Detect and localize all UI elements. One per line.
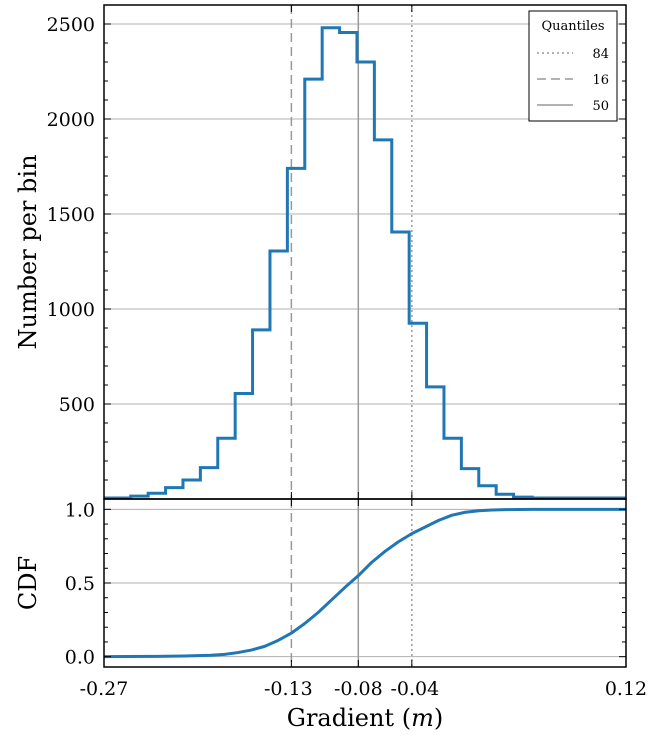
legend-title: Quantiles	[541, 19, 604, 34]
histogram-ytick-label: 2500	[47, 14, 95, 36]
legend-box	[528, 10, 618, 122]
cdf-ytick-label: 0.5	[65, 573, 95, 595]
x-tick-label: -0.27	[80, 678, 129, 700]
legend-label: 16	[592, 73, 609, 88]
legend: Quantiles 84 16 50	[528, 10, 618, 122]
histogram-quantile-lines	[290, 5, 413, 499]
cdf-panel: 0.0 0.5 1.0 -0.27 -0.13 -0.08 -0.04 0.12 CDF G…	[14, 498, 648, 732]
legend-label: 84	[592, 47, 609, 62]
cdf-grid	[104, 508, 626, 658]
cdf-y-axis-label: CDF	[14, 556, 42, 610]
x-axis-label: Gradient (m)	[287, 704, 443, 732]
x-tick-label: -0.13	[264, 678, 313, 700]
cdf-series-line	[103, 507, 626, 659]
cdf-quantile-lines	[290, 499, 413, 667]
histogram-y-tick-labels: 500 1000 1500 2000 2500	[47, 14, 95, 416]
cdf-ytick-label: 1.0	[65, 499, 95, 521]
histogram-ytick-label: 2000	[47, 109, 95, 131]
histogram-panel: 500 1000 1500 2000 2500 Number per bin Quant…	[14, 4, 627, 500]
legend-label: 50	[592, 99, 609, 114]
histogram-ytick-label: 500	[59, 394, 95, 416]
x-tick-label: 0.12	[605, 678, 647, 700]
legend-entries: 84 16 50	[537, 47, 609, 114]
histogram-ytick-label: 1000	[47, 299, 95, 321]
x-axis-label-variable: m	[411, 704, 434, 732]
histogram-series-line	[104, 26, 626, 500]
cdf-ytick-label: 0.0	[65, 647, 95, 669]
x-tick-label: -0.04	[390, 678, 439, 700]
cdf-frame	[103, 498, 627, 668]
x-tick-labels: -0.27 -0.13 -0.08 -0.04 0.12	[80, 678, 648, 700]
histogram-ytick-label: 1500	[47, 204, 95, 226]
x-axis-label-close: )	[434, 704, 443, 732]
x-axis-label-text: Gradient (	[287, 704, 411, 732]
cdf-y-tick-labels: 0.0 0.5 1.0	[65, 499, 95, 668]
histogram-y-axis-label: Number per bin	[14, 154, 42, 349]
x-tick-label: -0.08	[334, 678, 383, 700]
